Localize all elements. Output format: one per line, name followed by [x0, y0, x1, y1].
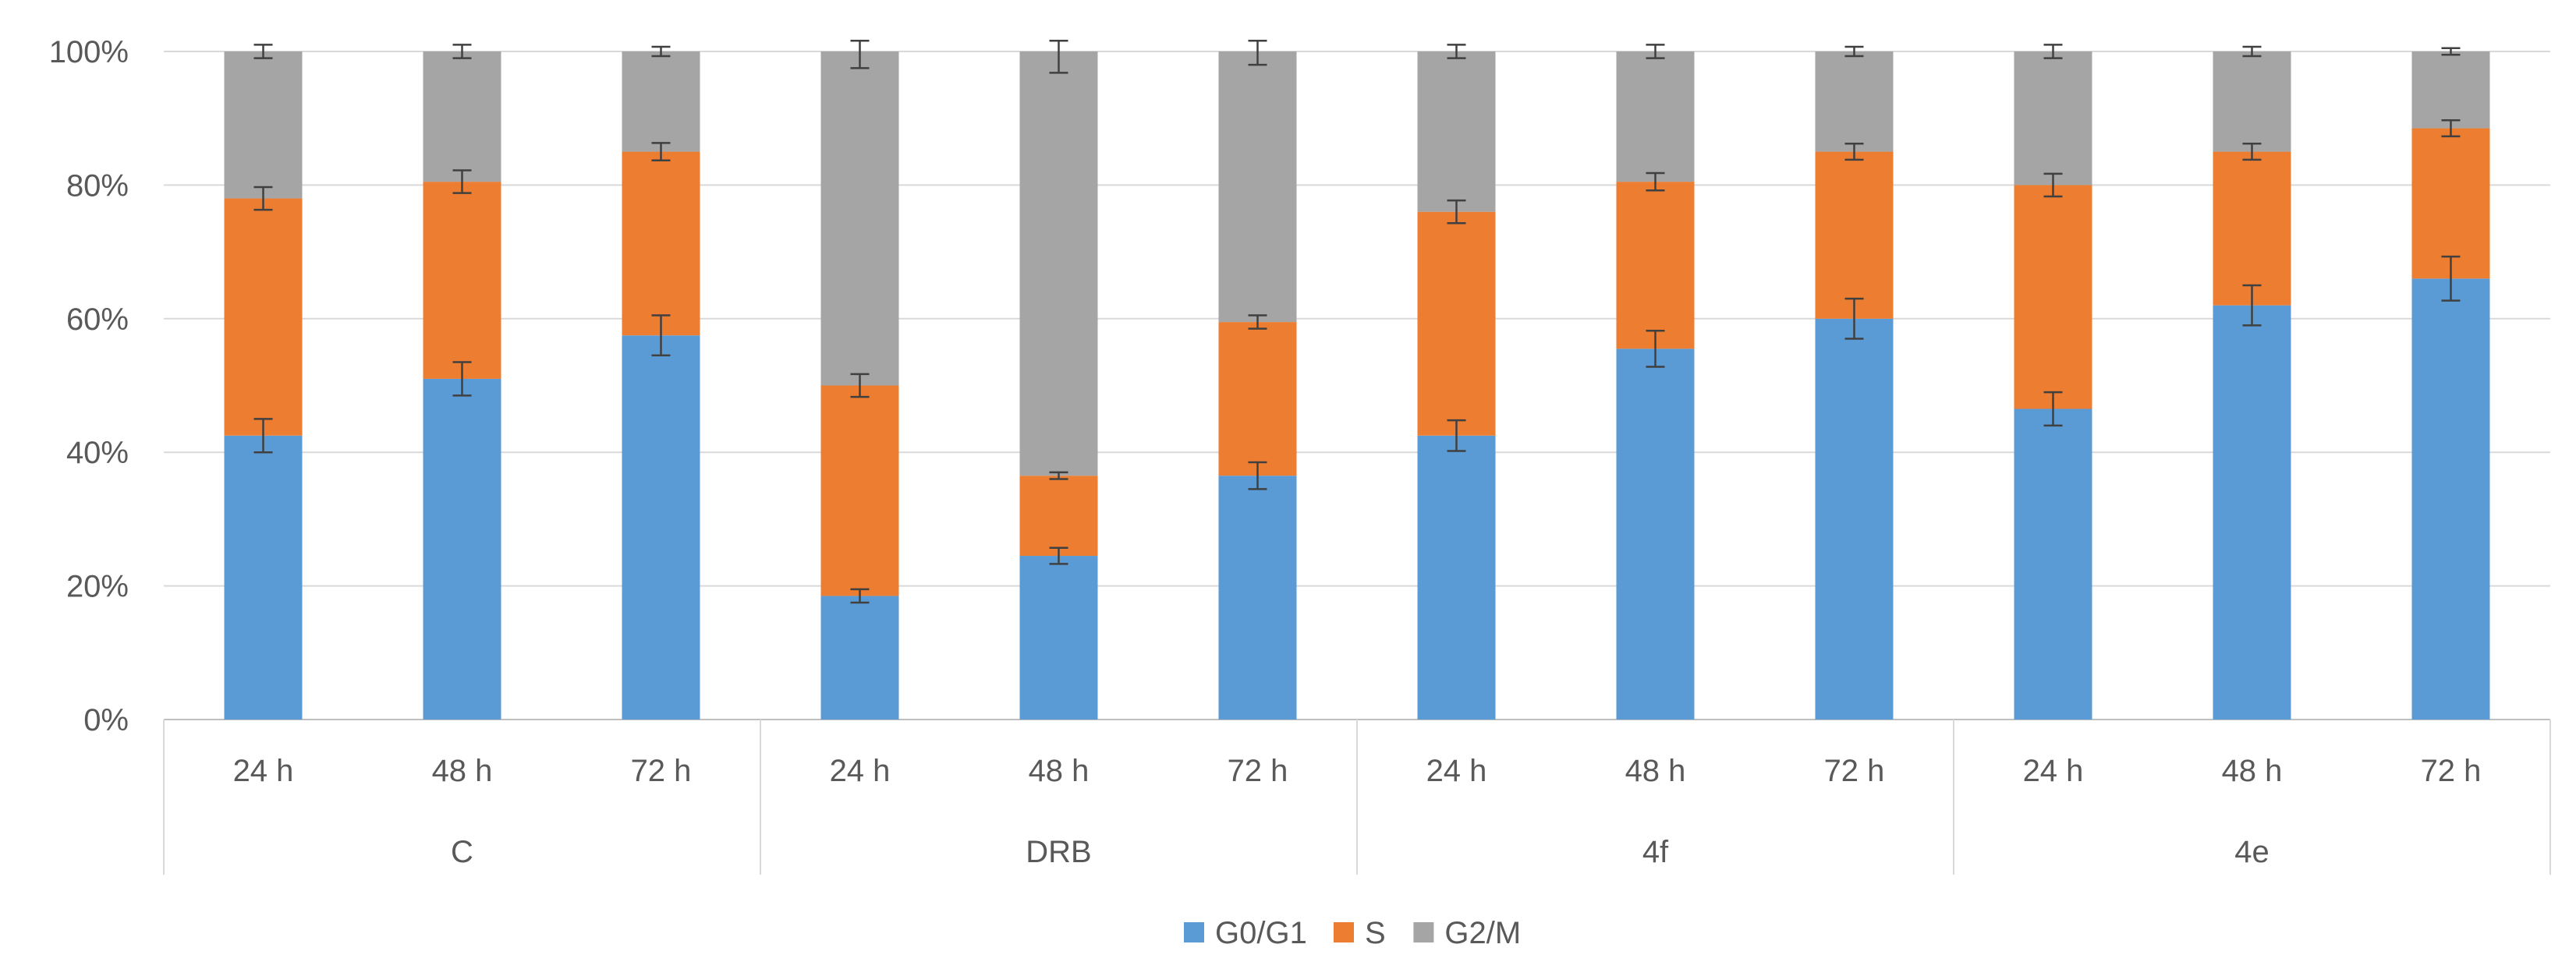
bar-g2m-8: [1815, 51, 1894, 152]
bar-g0g1-0: [224, 435, 303, 720]
bar-g0g1-6: [1417, 435, 1496, 720]
bar-g2m-7: [1616, 51, 1695, 182]
bar-s-2: [622, 151, 700, 336]
bar-g2m-11: [2411, 51, 2490, 129]
bar-s-7: [1616, 182, 1695, 349]
legend-swatch-g2m: [1413, 922, 1434, 942]
bar-g2m-4: [1019, 51, 1098, 476]
y-tick-label-0: 0%: [83, 703, 129, 737]
bar-s-5: [1218, 322, 1297, 476]
y-tick-label-100: 100%: [49, 35, 129, 69]
bar-g0g1-7: [1616, 348, 1695, 720]
bar-s-6: [1417, 211, 1496, 436]
bar-g2m-9: [2014, 51, 2092, 186]
y-tick-label-40: 40%: [66, 436, 129, 470]
category-label-8: 72 h: [1824, 754, 1885, 788]
bar-s-0: [224, 198, 303, 436]
category-label-2: 72 h: [631, 754, 692, 788]
legend-swatch-g0g1: [1184, 922, 1204, 942]
bar-g0g1-10: [2213, 305, 2291, 720]
bar-g0g1-2: [622, 335, 700, 720]
bar-g0g1-5: [1218, 476, 1297, 720]
legend-swatch-s: [1334, 922, 1354, 942]
bar-g0g1-3: [820, 596, 899, 720]
bar-g0g1-8: [1815, 318, 1894, 720]
legend-label-g2m: G2/M: [1444, 916, 1521, 950]
bar-g2m-10: [2213, 51, 2291, 152]
category-label-9: 24 h: [2023, 754, 2084, 788]
group-label-3: 4e: [2234, 835, 2270, 869]
bar-s-9: [2014, 185, 2092, 409]
bar-s-10: [2213, 151, 2291, 306]
bar-g0g1-9: [2014, 408, 2092, 720]
bar-g2m-5: [1218, 51, 1297, 323]
bar-g2m-1: [423, 51, 501, 182]
y-tick-label-20: 20%: [66, 570, 129, 604]
bar-g2m-0: [224, 51, 303, 199]
category-label-6: 24 h: [1426, 754, 1487, 788]
y-tick-label-60: 60%: [66, 302, 129, 337]
category-label-10: 48 h: [2222, 754, 2283, 788]
bar-g2m-6: [1417, 51, 1496, 212]
category-label-3: 24 h: [830, 754, 891, 788]
bar-g0g1-1: [423, 378, 501, 720]
bar-g0g1-4: [1019, 556, 1098, 720]
legend-label-g0g1: G0/G1: [1215, 916, 1307, 950]
category-label-7: 48 h: [1625, 754, 1686, 788]
bar-s-4: [1019, 476, 1098, 557]
bar-s-11: [2411, 128, 2490, 279]
category-label-1: 48 h: [432, 754, 493, 788]
bar-s-1: [423, 182, 501, 379]
group-label-2: 4f: [1642, 835, 1669, 869]
group-label-1: DRB: [1026, 835, 1091, 869]
y-tick-label-80: 80%: [66, 168, 129, 203]
bar-g0g1-11: [2411, 278, 2490, 720]
category-label-0: 24 h: [233, 754, 294, 788]
category-label-5: 72 h: [1228, 754, 1288, 788]
bar-s-3: [820, 385, 899, 596]
bar-s-8: [1815, 151, 1894, 319]
group-label-0: C: [451, 835, 473, 869]
category-label-11: 72 h: [2421, 754, 2482, 788]
category-label-4: 48 h: [1029, 754, 1090, 788]
bar-g2m-3: [820, 51, 899, 386]
legend-label-s: S: [1365, 916, 1386, 950]
bar-g2m-2: [622, 51, 700, 152]
